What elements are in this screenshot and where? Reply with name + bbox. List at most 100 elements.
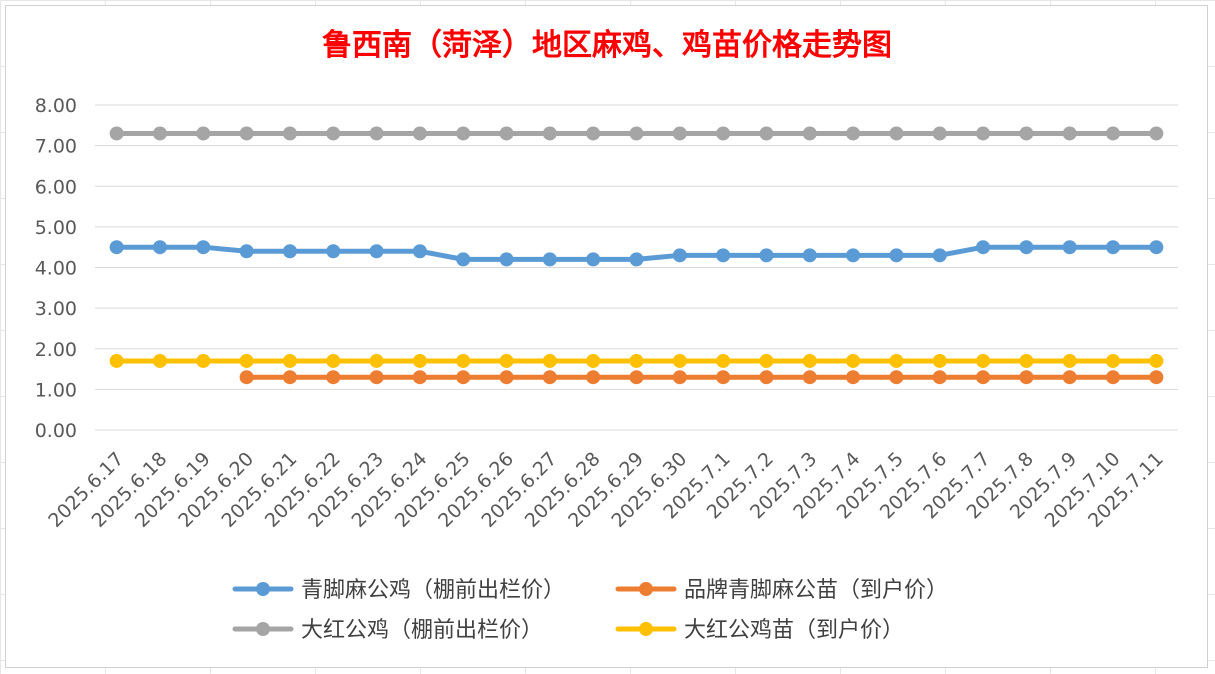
data-point[interactable] (976, 126, 991, 141)
data-point[interactable] (1106, 240, 1121, 255)
data-point[interactable] (889, 126, 904, 141)
data-point[interactable] (1106, 126, 1121, 141)
data-point[interactable] (672, 126, 687, 141)
data-point[interactable] (629, 370, 644, 385)
data-point[interactable] (846, 248, 861, 263)
data-point[interactable] (846, 126, 861, 141)
data-point[interactable] (846, 353, 861, 368)
data-point[interactable] (412, 353, 427, 368)
data-point[interactable] (499, 370, 514, 385)
data-point[interactable] (586, 252, 601, 267)
data-point[interactable] (976, 353, 991, 368)
legend-item[interactable]: 大红公鸡（棚前出栏价） (232, 618, 543, 643)
data-point[interactable] (1149, 353, 1164, 368)
data-point[interactable] (846, 370, 861, 385)
data-point[interactable] (586, 126, 601, 141)
data-point[interactable] (499, 353, 514, 368)
data-point[interactable] (672, 353, 687, 368)
data-point[interactable] (109, 353, 124, 368)
legend-item[interactable]: 大红公鸡苗（到户价） (615, 618, 904, 643)
data-point[interactable] (239, 244, 254, 259)
data-point[interactable] (759, 370, 774, 385)
data-point[interactable] (196, 353, 211, 368)
data-point[interactable] (889, 353, 904, 368)
data-point[interactable] (369, 353, 384, 368)
data-point[interactable] (802, 353, 817, 368)
data-point[interactable] (716, 353, 731, 368)
data-point[interactable] (1149, 370, 1164, 385)
data-point[interactable] (196, 126, 211, 141)
data-point[interactable] (672, 370, 687, 385)
data-point[interactable] (109, 126, 124, 141)
data-point[interactable] (326, 126, 341, 141)
data-point[interactable] (932, 248, 947, 263)
data-point[interactable] (716, 126, 731, 141)
data-point[interactable] (456, 252, 471, 267)
data-point[interactable] (412, 126, 427, 141)
data-point[interactable] (586, 370, 601, 385)
data-point[interactable] (369, 244, 384, 259)
data-point[interactable] (759, 126, 774, 141)
data-point[interactable] (542, 252, 557, 267)
data-point[interactable] (152, 240, 167, 255)
data-point[interactable] (369, 126, 384, 141)
data-point[interactable] (542, 353, 557, 368)
data-point[interactable] (1149, 240, 1164, 255)
data-point[interactable] (282, 353, 297, 368)
data-point[interactable] (802, 248, 817, 263)
data-point[interactable] (672, 248, 687, 263)
data-point[interactable] (109, 240, 124, 255)
data-point[interactable] (152, 126, 167, 141)
data-point[interactable] (932, 370, 947, 385)
data-point[interactable] (369, 370, 384, 385)
data-point[interactable] (889, 370, 904, 385)
data-point[interactable] (1149, 126, 1164, 141)
data-point[interactable] (412, 370, 427, 385)
data-point[interactable] (456, 353, 471, 368)
data-point[interactable] (326, 370, 341, 385)
data-point[interactable] (542, 370, 557, 385)
data-point[interactable] (802, 370, 817, 385)
data-point[interactable] (282, 126, 297, 141)
data-point[interactable] (716, 370, 731, 385)
data-point[interactable] (282, 370, 297, 385)
data-point[interactable] (412, 244, 427, 259)
data-point[interactable] (239, 126, 254, 141)
data-point[interactable] (152, 353, 167, 368)
data-point[interactable] (239, 370, 254, 385)
data-point[interactable] (1019, 240, 1034, 255)
data-point[interactable] (1062, 353, 1077, 368)
data-point[interactable] (196, 240, 211, 255)
data-point[interactable] (1106, 353, 1121, 368)
data-point[interactable] (1062, 240, 1077, 255)
data-point[interactable] (499, 252, 514, 267)
data-point[interactable] (1019, 126, 1034, 141)
data-point[interactable] (629, 126, 644, 141)
data-point[interactable] (1019, 353, 1034, 368)
data-point[interactable] (456, 126, 471, 141)
data-point[interactable] (1062, 126, 1077, 141)
data-point[interactable] (326, 353, 341, 368)
data-point[interactable] (1062, 370, 1077, 385)
data-point[interactable] (759, 353, 774, 368)
data-point[interactable] (542, 126, 557, 141)
data-point[interactable] (976, 370, 991, 385)
legend-item[interactable]: 青脚麻公鸡（棚前出栏价） (232, 578, 565, 603)
data-point[interactable] (456, 370, 471, 385)
data-point[interactable] (629, 353, 644, 368)
data-point[interactable] (932, 353, 947, 368)
data-point[interactable] (932, 126, 947, 141)
data-point[interactable] (629, 252, 644, 267)
data-point[interactable] (586, 353, 601, 368)
data-point[interactable] (802, 126, 817, 141)
data-point[interactable] (326, 244, 341, 259)
data-point[interactable] (759, 248, 774, 263)
data-point[interactable] (1019, 370, 1034, 385)
data-point[interactable] (1106, 370, 1121, 385)
data-point[interactable] (282, 244, 297, 259)
data-point[interactable] (239, 353, 254, 368)
chart-area[interactable] (5, 5, 1208, 668)
data-point[interactable] (976, 240, 991, 255)
data-point[interactable] (716, 248, 731, 263)
data-point[interactable] (499, 126, 514, 141)
